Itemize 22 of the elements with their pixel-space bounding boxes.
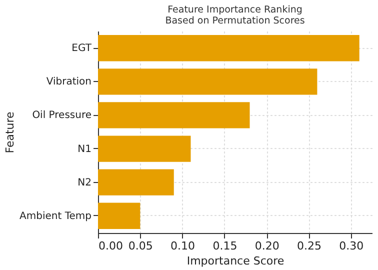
y-tick-label: N1 <box>78 144 92 155</box>
bar <box>98 35 360 62</box>
y-tick-label: EGT <box>72 43 92 54</box>
x-axis-title: Importance Score <box>186 254 284 268</box>
y-tick-label: Ambient Temp <box>20 210 92 222</box>
chart-title: Feature Importance Ranking Based on Permutation Scores <box>165 4 305 26</box>
y-axis-title: Feature <box>4 111 17 154</box>
bar <box>98 169 174 196</box>
bar <box>98 202 140 229</box>
y-tick-label: N2 <box>78 177 92 188</box>
x-tick-label: 0.20 <box>254 240 280 252</box>
x-tick-label: 0.10 <box>170 240 196 252</box>
y-tick-label: Vibration <box>46 76 92 88</box>
x-tick-label: 0.30 <box>339 240 364 252</box>
x-tick-label: 0.00 <box>98 240 123 252</box>
x-tick-label: 0.05 <box>128 240 153 252</box>
x-tick-label: 0.15 <box>212 240 238 252</box>
bar <box>98 102 250 128</box>
y-tick-label: Oil Pressure <box>32 110 92 122</box>
bar <box>98 136 191 162</box>
x-tick-label: 0.25 <box>297 240 322 252</box>
bar <box>98 68 318 95</box>
